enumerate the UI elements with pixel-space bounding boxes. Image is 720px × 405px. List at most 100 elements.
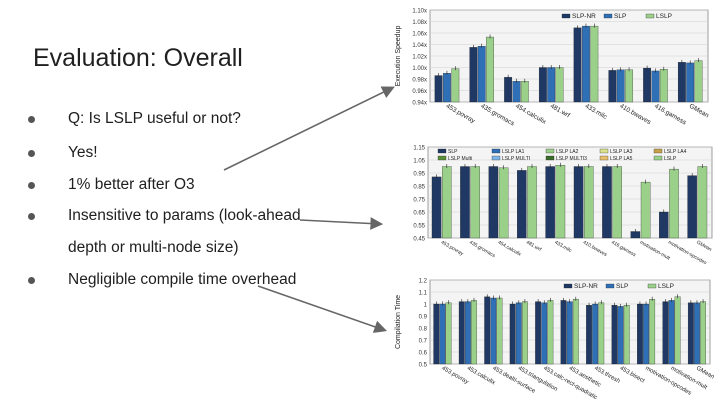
bar (686, 62, 695, 103)
bar (527, 166, 537, 239)
legend-swatch (599, 155, 609, 161)
bar (458, 301, 465, 365)
legend-swatch (653, 155, 663, 161)
bar (674, 296, 681, 365)
bar (662, 301, 669, 365)
bar (496, 297, 503, 365)
bar (470, 166, 480, 239)
legend-label: SLP (448, 149, 458, 155)
y-tick-label: 1 (424, 303, 428, 309)
x-tick-label: 416.gamess (653, 103, 688, 127)
bar (590, 25, 599, 103)
bar (697, 166, 708, 239)
bar (504, 77, 513, 103)
x-tick-label: 454.calculix (514, 103, 548, 126)
bullet-dot-icon (28, 182, 35, 189)
bullet-dot-icon (28, 116, 35, 123)
bar (486, 36, 494, 103)
bar (431, 176, 442, 239)
y-tick-label: 1.08x (412, 20, 427, 26)
legend-label: SLP-NR (572, 13, 596, 20)
legend-swatch (647, 283, 657, 289)
y-tick-label: 0.8 (419, 327, 428, 333)
bar (586, 305, 592, 365)
x-tick-label: 416.gamess (610, 240, 637, 259)
x-tick-label: 435.gromacs (479, 103, 516, 128)
y-tick-label: 1.02x (412, 55, 427, 61)
legend-label: SLP-NR (574, 283, 598, 290)
bar (573, 27, 582, 103)
bar (602, 166, 612, 239)
y-tick-label: 1.10x (412, 9, 427, 15)
bar (477, 46, 486, 103)
legend-swatch (599, 148, 609, 154)
bar (442, 166, 452, 239)
bar (498, 167, 509, 239)
y-tick-label: 0.75 (413, 198, 425, 204)
bar (700, 301, 706, 365)
bar (640, 181, 651, 239)
x-tick-label: motivation-mult (639, 240, 672, 262)
x-tick-label: GMean (688, 103, 710, 120)
bar (694, 60, 703, 103)
bar (616, 69, 625, 103)
bullet-text: Q: Is LSLP useful or not? (68, 110, 241, 127)
bar (617, 306, 624, 365)
bar (555, 67, 564, 103)
y-tick-label: 1.05 (413, 159, 425, 165)
slide-title: Evaluation: Overall (33, 44, 243, 72)
y-tick-label: 1.1 (419, 291, 428, 297)
legend-label: LSLP (658, 283, 674, 290)
legend-label: LSLP Multi (448, 156, 472, 162)
bar (612, 166, 622, 239)
bar (445, 302, 452, 365)
y-tick-label: 0.6 (419, 351, 428, 357)
x-tick-label: 433.milc (553, 240, 573, 255)
y-tick-label: 0.96x (412, 89, 427, 95)
bullet-dot-icon (28, 150, 35, 157)
bar (694, 302, 700, 365)
bar (687, 175, 697, 239)
y-tick-label: 1.06x (412, 32, 427, 38)
bar (687, 302, 694, 365)
bar (451, 68, 460, 103)
y-tick-label: 0.98x (412, 78, 427, 84)
bar (623, 305, 630, 365)
bar (637, 303, 643, 365)
y-tick-label: 0.95 (413, 172, 425, 178)
bar (439, 303, 446, 365)
bar (460, 166, 470, 239)
legend-label: LSLP LA1 (502, 149, 525, 155)
bar (464, 301, 471, 365)
bar (643, 303, 649, 365)
legend-swatch (603, 13, 613, 19)
bar (471, 300, 477, 365)
bar (598, 302, 605, 365)
bar (517, 170, 527, 239)
bullet-text: Insensitive to params (look-ahead (68, 207, 301, 224)
x-tick-label: 453.povray (440, 366, 469, 386)
arrow-to-compile-chart (257, 285, 388, 333)
bar (555, 165, 566, 239)
x-tick-label: 481.wrf (525, 240, 543, 254)
bar (535, 301, 542, 365)
legend-label: LSLP MULTI3 (556, 156, 587, 162)
bar (659, 211, 669, 239)
legend-swatch (563, 283, 573, 289)
bar (433, 303, 440, 365)
bullet-text: Negligible compile time overhead (68, 271, 297, 288)
bar (520, 81, 529, 103)
bar (584, 166, 594, 239)
y-tick-label: 0.45 (413, 237, 425, 243)
bullet-dot-icon (28, 213, 35, 220)
bar (547, 300, 554, 365)
legend-swatch (437, 155, 447, 161)
x-tick-label: 453.dealII-surface (491, 366, 536, 396)
bullet-text: Yes! (68, 144, 98, 161)
legend-swatch (491, 155, 501, 161)
arrow-to-speedup-chart (223, 86, 395, 171)
legend-label: LSLP LA4 (664, 149, 687, 155)
legend-swatch (545, 155, 555, 161)
params-chart: 0.45 0.55 0.65 0.75 0.85 0.95 1.05 1.15 453.povr… (413, 146, 712, 265)
bar (651, 70, 660, 103)
